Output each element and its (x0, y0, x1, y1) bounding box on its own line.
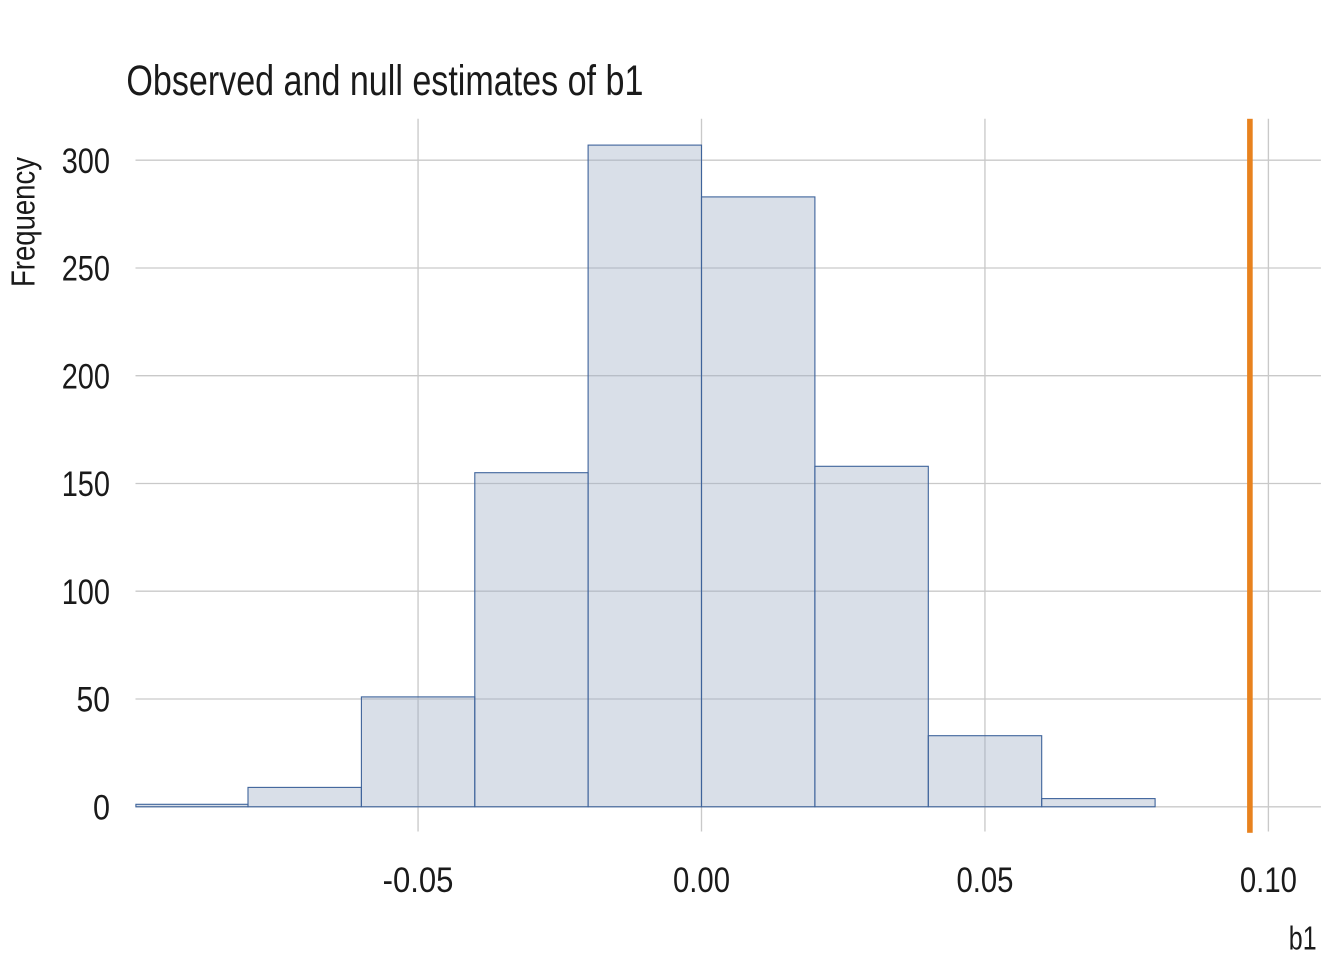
svg-text:0.10: 0.10 (1240, 861, 1297, 900)
svg-text:50: 50 (77, 681, 111, 720)
svg-text:200: 200 (62, 357, 110, 396)
svg-text:150: 150 (62, 465, 110, 504)
svg-text:0: 0 (93, 788, 110, 827)
svg-text:Frequency: Frequency (4, 157, 41, 287)
svg-text:-0.05: -0.05 (383, 861, 454, 900)
svg-text:b1: b1 (1289, 920, 1317, 957)
svg-text:0.05: 0.05 (956, 861, 1013, 900)
svg-text:0.00: 0.00 (673, 861, 730, 900)
svg-text:Observed and null estimates of: Observed and null estimates of b1 (126, 57, 643, 105)
svg-text:100: 100 (62, 573, 110, 612)
svg-text:300: 300 (62, 142, 110, 181)
svg-text:250: 250 (62, 250, 110, 289)
